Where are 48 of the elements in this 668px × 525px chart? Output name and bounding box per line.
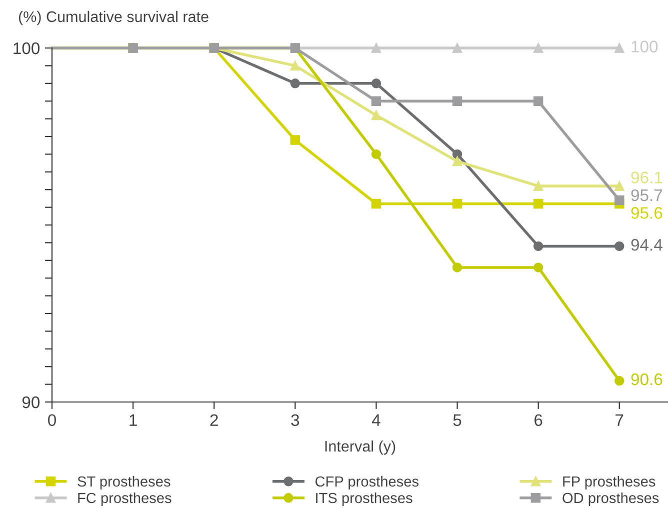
point [533,198,544,209]
point [290,78,300,88]
x-axis-title: Interval (y) [325,440,396,455]
legend-label: OD prostheses [562,492,659,506]
x-tick-label: 0 [48,414,56,426]
point [452,43,462,53]
x-tick-label: 7 [616,414,624,426]
point [614,376,624,386]
data-label: 95.7 [631,189,662,202]
point [371,198,382,209]
point [371,43,382,53]
x-tick-label: 1 [130,414,137,426]
y-tick-label: 90 [22,396,40,408]
data-label: 90.6 [631,373,662,386]
point [452,96,462,106]
legend-label: FC prostheses [78,492,172,506]
point [614,241,624,252]
point [452,149,462,160]
point [614,43,624,53]
point [290,60,300,71]
point [533,43,544,53]
point [452,198,462,209]
data-label: 95.6 [631,207,662,219]
point [533,96,544,106]
point [452,156,462,166]
data-label: 94.4 [631,238,662,251]
point [533,241,544,252]
data-label: 96.1 [631,172,662,184]
legend-label: ST prostheses [78,476,170,490]
x-tick-label: 4 [372,414,380,426]
x-tick-label: 2 [210,414,218,426]
legend-label: ITS prostheses [316,492,412,506]
point [371,78,382,88]
point [290,135,300,145]
y-axis-title: (%) Cumulative survival rate [18,10,208,26]
x-tick-label: 5 [453,414,462,426]
legend-label: FP prostheses [563,476,656,490]
legend-label: CFP prostheses [315,476,419,490]
point [452,262,462,272]
point [533,181,544,191]
point [614,181,624,191]
point [614,195,624,206]
point [371,96,382,106]
point [533,262,544,272]
x-tick-label: 6 [534,414,542,426]
point [371,110,382,120]
x-tick-label: 3 [291,414,300,426]
point [371,149,382,160]
